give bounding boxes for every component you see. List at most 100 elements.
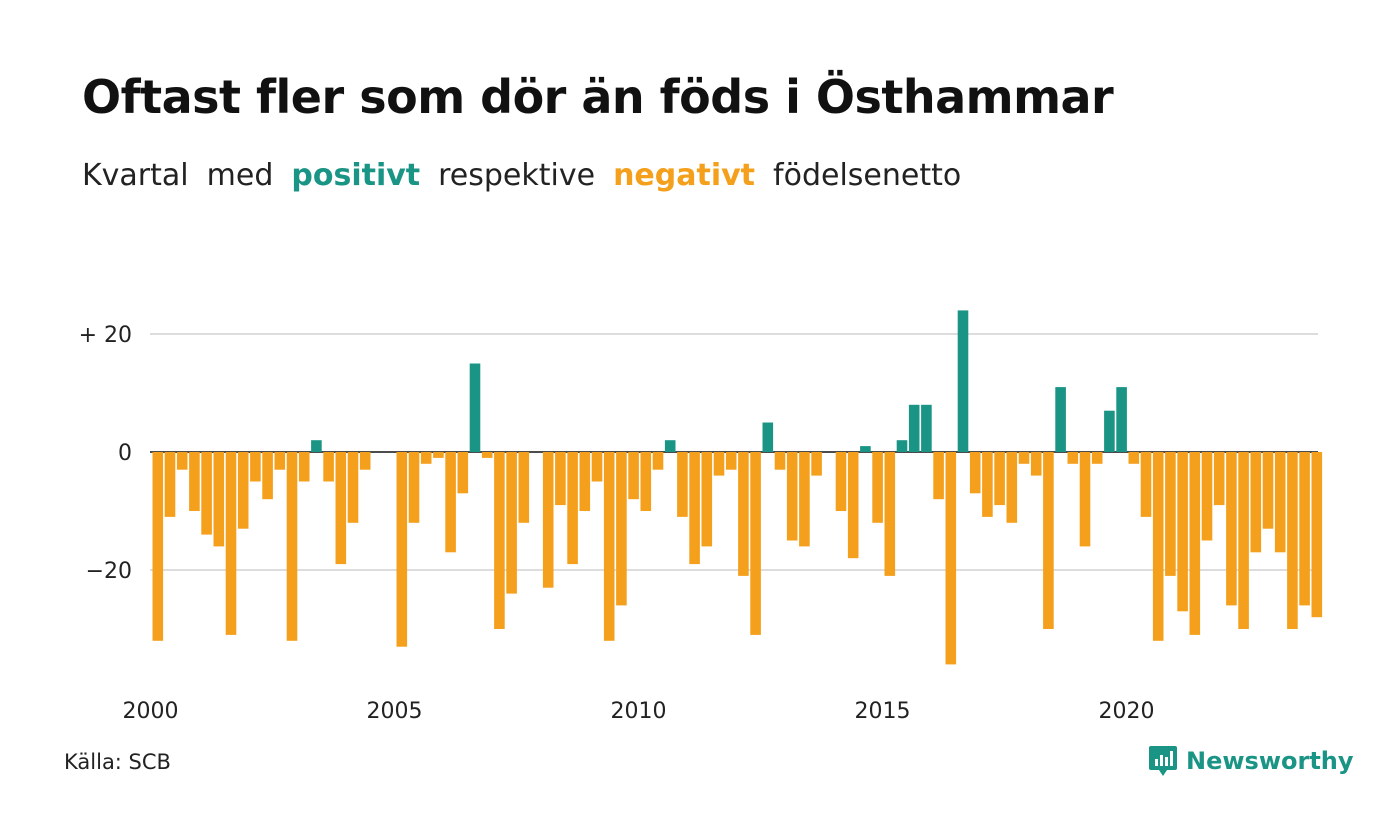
x-tick-label: 2000 — [123, 699, 179, 724]
bar — [408, 452, 420, 523]
subtitle-text-3: respektive — [438, 158, 596, 193]
bar — [1018, 452, 1030, 464]
bar — [311, 440, 322, 452]
chart-subtitle: Kvartal med positivt respektive negativt föde… — [82, 158, 979, 193]
bar — [152, 452, 164, 641]
bar — [933, 452, 944, 500]
bar — [1226, 452, 1237, 606]
bar — [774, 452, 786, 470]
bar — [1262, 452, 1274, 529]
bar — [457, 452, 469, 494]
bar — [225, 452, 237, 635]
bar — [884, 452, 896, 576]
bar — [323, 452, 334, 482]
bar — [1299, 452, 1310, 606]
bar — [250, 452, 261, 482]
bar — [1055, 387, 1066, 452]
bar — [872, 452, 883, 523]
bar — [1189, 452, 1201, 635]
bar — [274, 452, 286, 470]
bar — [1104, 410, 1115, 452]
bar — [1165, 452, 1176, 576]
bar — [1152, 452, 1164, 641]
bar — [860, 446, 871, 452]
bar — [1238, 452, 1249, 629]
bar — [1067, 452, 1079, 464]
bar — [420, 452, 432, 464]
bar — [1116, 387, 1127, 452]
subtitle-text-4: födelsenetto — [773, 158, 962, 193]
bar — [567, 452, 578, 565]
bar — [262, 452, 273, 500]
source-note: Källa: SCB — [64, 750, 171, 774]
bar — [969, 452, 981, 494]
bar — [579, 452, 591, 511]
bar — [908, 404, 920, 452]
x-axis: 2000 2005 2010 2015 2020 — [123, 699, 1155, 724]
bar — [1250, 452, 1262, 553]
bar — [347, 452, 359, 523]
bar — [957, 310, 969, 452]
bar — [164, 452, 176, 517]
chart-title: Oftast fler som dör än föds i Östhammar — [82, 70, 1114, 124]
bar — [616, 452, 627, 606]
bar — [847, 452, 859, 559]
bar — [994, 452, 1005, 506]
bar — [445, 452, 456, 553]
bar — [213, 452, 225, 547]
bar — [738, 452, 749, 576]
subtitle-negative-label: negativt — [613, 158, 756, 193]
bar — [640, 452, 652, 511]
bar — [1006, 452, 1018, 523]
bar — [469, 363, 481, 452]
bar — [335, 452, 347, 565]
bar — [298, 452, 310, 482]
bar — [1091, 452, 1103, 464]
bar — [555, 452, 566, 506]
bar — [591, 452, 603, 482]
bar — [396, 452, 408, 647]
bar — [1128, 452, 1140, 464]
y-tick-label: −20 — [86, 559, 132, 584]
bar — [689, 452, 700, 565]
subtitle-text-1: Kvartal — [82, 158, 189, 193]
bar — [481, 452, 493, 458]
y-tick-label: 0 — [118, 441, 132, 466]
bar — [1177, 452, 1188, 612]
bar — [945, 452, 957, 665]
bar — [433, 452, 444, 458]
bar — [1043, 452, 1054, 629]
bar — [786, 452, 798, 541]
subtitle-positive-label: positivt — [291, 158, 421, 193]
newsworthy-logo: Newsworthy — [1148, 744, 1354, 778]
x-tick-label: 2020 — [1099, 699, 1155, 724]
x-tick-label: 2010 — [611, 699, 667, 724]
logo-text: Newsworthy — [1186, 747, 1354, 775]
bar — [713, 452, 725, 476]
y-tick-label: + 20 — [79, 323, 132, 348]
bar — [506, 452, 517, 594]
bar — [201, 452, 212, 535]
bar — [542, 452, 554, 588]
bars — [152, 310, 1323, 665]
bar — [286, 452, 298, 641]
bar — [762, 422, 774, 452]
bar — [652, 452, 664, 470]
bar — [750, 452, 761, 635]
bar — [1201, 452, 1213, 541]
bar — [701, 452, 713, 547]
x-tick-label: 2015 — [855, 699, 911, 724]
bar — [982, 452, 993, 517]
bar — [494, 452, 505, 629]
bar — [603, 452, 615, 641]
bar — [518, 452, 530, 523]
bar — [1311, 452, 1323, 618]
y-axis: + 20 0 −20 — [79, 323, 132, 584]
bar-chart: + 20 0 −20 2000 2005 2010 2015 2020 — [79, 310, 1323, 724]
bar — [725, 452, 737, 470]
bar — [1030, 452, 1042, 476]
newsworthy-chart-icon — [1149, 746, 1177, 776]
bar — [1213, 452, 1225, 506]
bar — [237, 452, 249, 529]
bar — [189, 452, 200, 511]
